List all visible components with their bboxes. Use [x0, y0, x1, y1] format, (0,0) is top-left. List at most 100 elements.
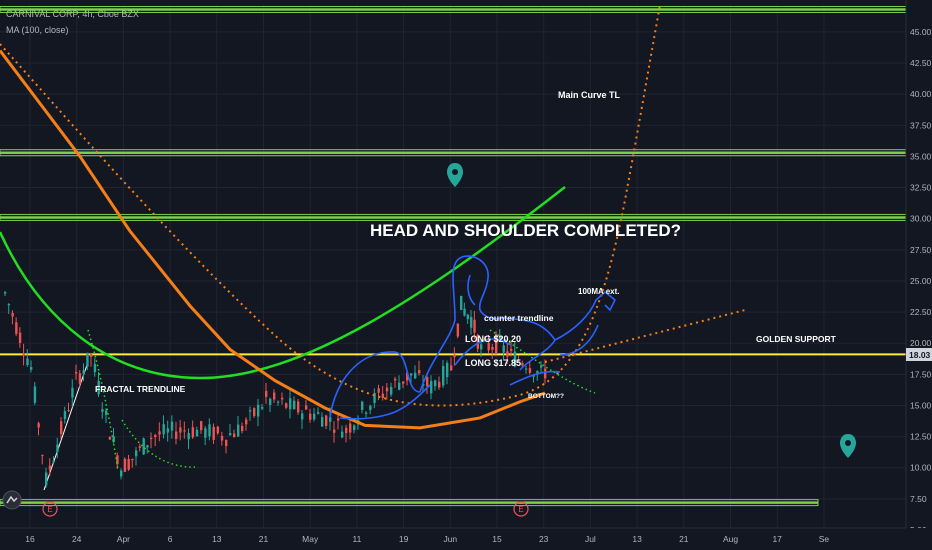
y-tick-label: 20.00 — [910, 338, 932, 348]
candle-body — [30, 367, 33, 370]
candle-body — [245, 419, 248, 425]
svg-text:E: E — [47, 505, 52, 514]
candle-body — [510, 348, 513, 351]
candle-body — [112, 436, 115, 443]
candle-body — [15, 322, 18, 334]
y-tick-label: 42.50 — [910, 58, 932, 68]
candle-body — [337, 418, 340, 421]
earnings-marker[interactable]: E — [42, 501, 58, 517]
candle-body — [90, 353, 93, 357]
symbol-title: CARNIVAL CORP, 4h, Cboe BZX — [6, 9, 139, 19]
indicator-legend: MA (100, close) — [6, 25, 69, 35]
candle-body — [105, 410, 108, 415]
candle-body — [289, 398, 292, 410]
candle-body — [233, 433, 236, 438]
annotation-bottom: BOTTOM?? — [528, 393, 564, 400]
svg-text:18.03: 18.03 — [909, 350, 931, 360]
candle-body — [257, 404, 260, 417]
candle-body — [86, 352, 89, 367]
candle-body — [540, 365, 543, 368]
candle-body — [528, 368, 532, 373]
ma-100-line[interactable] — [0, 49, 546, 430]
candle-body — [60, 421, 63, 434]
price-axis[interactable] — [906, 0, 932, 528]
tradingview-logo-icon — [2, 490, 22, 510]
annotation-head-shoulder: HEAD AND SHOULDER COMPLETED? — [370, 221, 681, 240]
candle-body — [123, 458, 127, 472]
x-tick-label: Jun — [443, 534, 457, 544]
annotation-main-curve: Main Curve TL — [558, 90, 621, 100]
candle-body — [71, 387, 74, 398]
candle-body — [517, 359, 520, 361]
candle-body — [101, 409, 104, 412]
candle-body — [321, 416, 324, 427]
y-tick-label: 17.50 — [910, 369, 932, 379]
location-marker-icon[interactable] — [840, 434, 856, 458]
candle-body — [241, 425, 244, 432]
candle-body — [75, 372, 78, 374]
candle-body — [491, 346, 494, 350]
y-tick-label: 25.00 — [910, 276, 932, 286]
candle-body — [237, 424, 240, 437]
candle-body — [325, 415, 328, 426]
y-tick-label: 45.00 — [910, 27, 932, 37]
candle-body — [225, 439, 228, 447]
candle-body — [385, 387, 389, 392]
candle-body — [410, 373, 413, 376]
candle-body — [97, 380, 100, 395]
candle-body — [135, 450, 138, 457]
x-tick-label: 21 — [679, 534, 689, 544]
candle-body — [502, 345, 505, 353]
x-tick-label: 15 — [492, 534, 502, 544]
candle-body — [269, 398, 272, 405]
time-axis-labels: 16 24 Apr 6 13 21 May 11 19 Jun 15 23 Jul 13 21 Aug 17 Se — [25, 534, 829, 544]
candle-body — [179, 427, 182, 433]
location-marker-icon[interactable] — [447, 163, 463, 187]
candle-body — [7, 303, 11, 306]
horizontal-levels — [0, 5, 907, 507]
head-and-shoulders-drawing — [329, 255, 617, 420]
earnings-marker[interactable]: E — [513, 501, 529, 517]
candle-body — [438, 381, 441, 388]
candle-body — [506, 351, 509, 357]
candle-body — [265, 390, 268, 397]
candle-body — [293, 400, 296, 409]
candle-body — [78, 373, 82, 384]
candle-body — [183, 430, 186, 432]
y-tick-label: 12.50 — [910, 432, 932, 442]
candle-body — [426, 376, 429, 387]
candle-body — [4, 292, 7, 294]
candle-body — [67, 410, 70, 412]
current-price-badge: 18.03 — [906, 348, 932, 361]
candle-body — [418, 370, 421, 374]
candle-body — [521, 363, 524, 366]
candle-body — [249, 410, 252, 412]
y-tick-label: 10.00 — [910, 463, 932, 473]
ma-extension-dotted-line — [544, 309, 746, 363]
main-curve-trendline[interactable] — [0, 186, 566, 380]
candle-body — [204, 428, 207, 438]
candle-body — [446, 362, 449, 378]
x-tick-label: Jul — [585, 534, 596, 544]
candle-body — [345, 427, 348, 433]
candle-body — [480, 344, 483, 350]
candle-body — [166, 428, 170, 433]
candle-body — [108, 436, 112, 440]
candle-body — [353, 425, 356, 431]
y-tick-label: 30.00 — [910, 214, 932, 224]
candle-body — [470, 317, 473, 328]
time-axis[interactable] — [0, 528, 932, 550]
candle-body — [313, 413, 316, 420]
candle-body — [414, 372, 417, 379]
candle-body — [261, 407, 264, 409]
y-tick-label: 37.50 — [910, 120, 932, 130]
x-tick-label: 24 — [72, 534, 82, 544]
candle-body — [349, 423, 352, 433]
x-tick-label: Se — [819, 534, 830, 544]
candle-body — [377, 388, 380, 393]
y-tick-label: 35.00 — [910, 151, 932, 161]
candle-body — [456, 323, 460, 337]
candle-body — [208, 424, 211, 437]
candle-body — [317, 412, 320, 414]
